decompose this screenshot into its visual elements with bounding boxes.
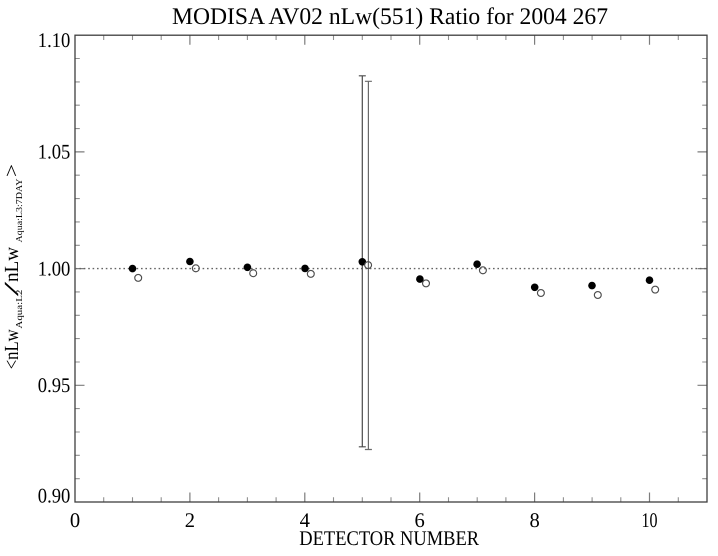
svg-text:2: 2 [185, 509, 195, 532]
svg-text:1.05: 1.05 [38, 141, 71, 164]
svg-text:0.90: 0.90 [38, 485, 71, 508]
svg-text:1.00: 1.00 [38, 258, 71, 281]
svg-text:1.10: 1.10 [38, 29, 71, 52]
svg-text:nLw: nLw [1, 246, 23, 282]
svg-text:DETECTOR NUMBER: DETECTOR NUMBER [299, 527, 479, 550]
svg-text:0: 0 [70, 509, 80, 532]
svg-text:/: / [1, 281, 23, 297]
svg-text:>: > [1, 164, 23, 177]
svg-text:6: 6 [415, 509, 425, 532]
svg-text:Aqua:L2: Aqua:L2 [14, 290, 24, 329]
svg-text:8: 8 [529, 509, 539, 532]
svg-text:4: 4 [300, 509, 311, 532]
svg-text:<nLw: <nLw [1, 329, 23, 369]
svg-text:MODISA AV02 nLw(551) Ratio for: MODISA AV02 nLw(551) Ratio for 2004 267 [172, 4, 608, 30]
svg-text:0.95: 0.95 [38, 374, 71, 397]
svg-text:Aqua:L3:7DAY: Aqua:L3:7DAY [14, 178, 24, 243]
svg-text:10: 10 [642, 509, 658, 532]
